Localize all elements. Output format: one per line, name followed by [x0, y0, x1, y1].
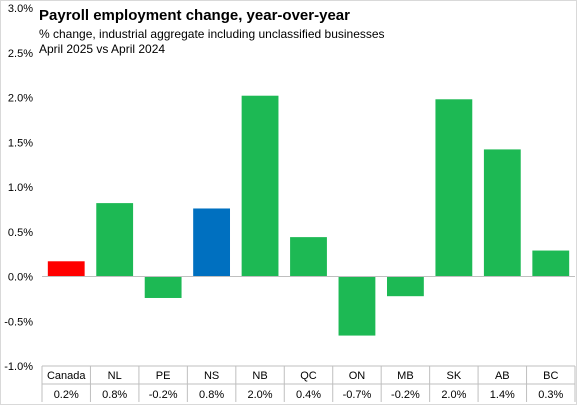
value-label: 2.0% [441, 389, 466, 401]
bar-canada [47, 261, 85, 277]
y-tick-label: -0.5% [4, 316, 33, 328]
bar-nb [241, 95, 279, 277]
category-label: PE [156, 370, 171, 382]
bar-on [338, 276, 376, 336]
value-label: 0.2% [54, 389, 79, 401]
y-tick-label: 1.5% [8, 137, 33, 149]
category-label: ON [349, 370, 366, 382]
category-label: NL [108, 370, 122, 382]
chart-title: Payroll employment change, year-over-yea… [39, 7, 350, 24]
bar-nl [96, 203, 134, 277]
y-tick-label: 3.0% [8, 3, 33, 15]
bar-pe [144, 276, 182, 298]
y-tick-label: 1.0% [8, 182, 33, 194]
bar-ab [483, 149, 521, 277]
category-label: Canada [47, 370, 86, 382]
bar-sk [435, 99, 473, 277]
value-label: -0.2% [391, 389, 420, 401]
bar-mb [386, 276, 424, 297]
bar-bc [532, 250, 570, 277]
chart-subtitle-line-1: % change, industrial aggregate including… [39, 27, 385, 41]
y-tick-label: 2.5% [8, 48, 33, 60]
chart-subtitle-line-2: April 2025 vs April 2024 [39, 42, 166, 56]
value-label: 0.4% [296, 389, 321, 401]
category-label: AB [495, 370, 510, 382]
bar-qc [290, 237, 327, 277]
value-label: 0.8% [199, 389, 224, 401]
value-label: -0.7% [343, 389, 372, 401]
category-label: NB [252, 370, 267, 382]
value-label: 0.8% [102, 389, 127, 401]
value-label: 0.3% [538, 389, 563, 401]
bar-ns [193, 208, 231, 277]
value-label: 2.0% [248, 389, 273, 401]
category-label: BC [543, 370, 558, 382]
value-label: 1.4% [490, 389, 515, 401]
y-tick-label: 0.5% [8, 227, 33, 239]
category-label: MB [397, 370, 414, 382]
category-label: NS [204, 370, 219, 382]
category-label: QC [300, 370, 317, 382]
value-label: -0.2% [149, 389, 178, 401]
y-tick-label: 0.0% [8, 272, 33, 284]
y-tick-label: 2.0% [8, 93, 33, 105]
category-label: SK [447, 370, 462, 382]
y-tick-label: -1.0% [4, 361, 33, 373]
